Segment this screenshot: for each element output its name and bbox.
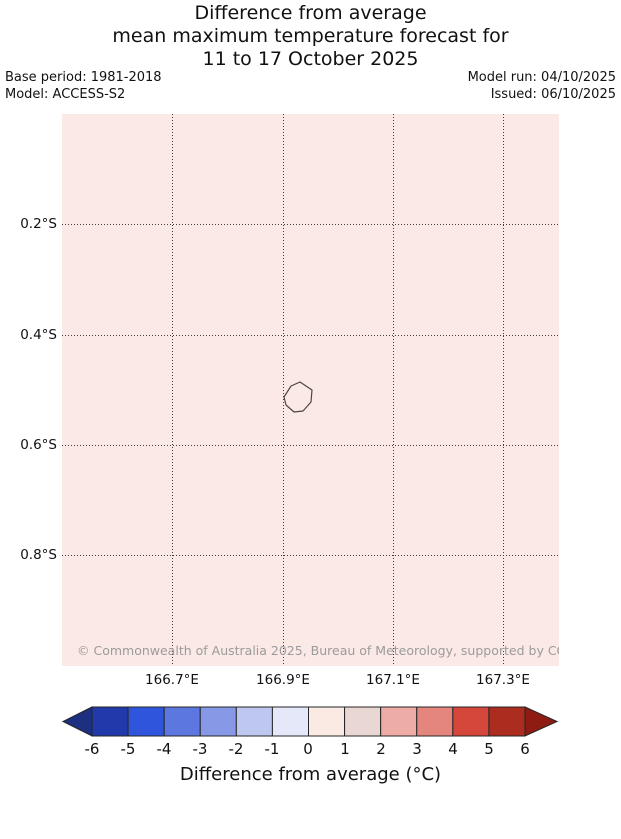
colorbar-segment <box>199 706 237 737</box>
colorbar-segment <box>380 706 418 737</box>
title-line-1: Difference from average <box>194 2 427 24</box>
y-tick-label: 0.2°S <box>20 216 57 232</box>
colorbar-tick-label: 4 <box>448 740 458 758</box>
x-tick-label: 167.3°E <box>476 672 530 688</box>
colorbar-tick-label: -5 <box>120 740 136 758</box>
colorbar-segment <box>344 706 382 737</box>
x-tick-label: 166.9°E <box>256 672 310 688</box>
colorbar-axis-label: Difference from average (°C) <box>179 764 442 785</box>
colorbar-under-arrow <box>61 706 93 737</box>
colorbar-segment <box>488 706 526 737</box>
colorbar-tick-label: -2 <box>228 740 244 758</box>
model-run-text: Model run: 04/10/2025 <box>467 70 616 85</box>
page-title: Difference from average mean maximum tem… <box>0 2 621 71</box>
gridline-vertical <box>172 114 173 666</box>
island-outline <box>283 381 313 413</box>
colorbar-segment <box>163 706 201 737</box>
gridline-vertical <box>503 114 504 666</box>
colorbar-segment <box>452 706 490 737</box>
gridline-horizontal <box>62 335 559 336</box>
colorbar-segment <box>308 706 346 737</box>
gridline-vertical <box>283 114 284 666</box>
gridline-horizontal <box>62 555 559 556</box>
base-period-text: Base period: 1981-2018 <box>5 70 162 85</box>
colorbar-tick-label: 2 <box>376 740 386 758</box>
colorbar-segment <box>271 706 309 737</box>
colorbar-tick-label: 5 <box>484 740 494 758</box>
colorbar-tick-label: 6 <box>520 740 530 758</box>
colorbar <box>61 706 559 737</box>
gridline-vertical <box>393 114 394 666</box>
x-tick-label: 167.1°E <box>366 672 420 688</box>
colorbar-segment <box>235 706 273 737</box>
colorbar-tick-label: 3 <box>412 740 422 758</box>
colorbar-tick-label: -1 <box>264 740 280 758</box>
issued-text: Issued: 06/10/2025 <box>490 86 616 102</box>
colorbar-tick-label: -3 <box>192 740 208 758</box>
colorbar-over-arrow <box>524 706 559 737</box>
x-tick-label: 166.7°E <box>145 672 199 688</box>
colorbar-segment <box>127 706 165 737</box>
colorbar-segment <box>416 706 454 737</box>
y-tick-label: 0.8°S <box>20 547 57 563</box>
metadata-right: Model run: 04/10/2025 Issued: 06/10/2025 <box>468 70 616 103</box>
title-line-3: 11 to 17 October 2025 <box>202 48 419 70</box>
title-line-2: mean maximum temperature forecast for <box>112 25 509 47</box>
model-text: Model: ACCESS-S2 <box>5 86 126 102</box>
y-tick-label: 0.6°S <box>20 437 57 453</box>
colorbar-tick-label: 1 <box>340 740 350 758</box>
gridline-horizontal <box>62 224 559 225</box>
gridline-horizontal <box>62 445 559 446</box>
colorbar-segment <box>91 706 129 737</box>
y-tick-label: 0.4°S <box>20 327 57 343</box>
colorbar-tick-label: -6 <box>84 740 100 758</box>
colorbar-tick-label: -4 <box>156 740 172 758</box>
copyright-text: © Commonwealth of Australia 2025, Bureau… <box>77 643 559 658</box>
metadata-left: Base period: 1981-2018 Model: ACCESS-S2 <box>5 70 162 103</box>
map-area: © Commonwealth of Australia 2025, Bureau… <box>62 114 559 666</box>
colorbar-tick-label: 0 <box>303 740 313 758</box>
